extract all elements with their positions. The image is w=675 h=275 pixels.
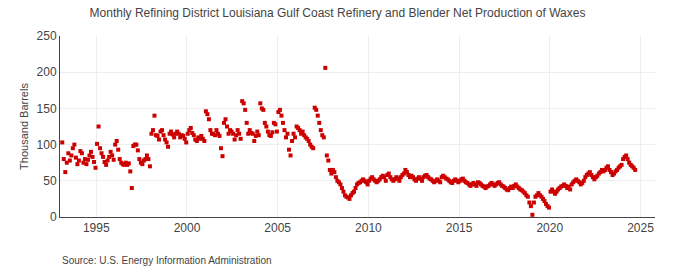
svg-text:100: 100 [37,138,57,152]
svg-text:2005: 2005 [264,221,291,235]
svg-text:Source: U.S. Energy Informatio: Source: U.S. Energy Information Administ… [62,255,272,266]
svg-text:1995: 1995 [83,221,110,235]
svg-text:2000: 2000 [174,221,201,235]
svg-text:2020: 2020 [536,221,563,235]
svg-text:200: 200 [37,65,57,79]
svg-text:Monthly Refining District Loui: Monthly Refining District Louisiana Gulf… [90,6,586,20]
svg-text:2010: 2010 [355,221,382,235]
svg-text:150: 150 [37,102,57,116]
svg-text:0: 0 [50,210,57,224]
svg-text:50: 50 [43,174,57,188]
svg-text:2025: 2025 [627,221,654,235]
svg-text:Thousand Barrels: Thousand Barrels [18,83,30,170]
svg-text:250: 250 [37,29,57,43]
svg-text:2015: 2015 [446,221,473,235]
